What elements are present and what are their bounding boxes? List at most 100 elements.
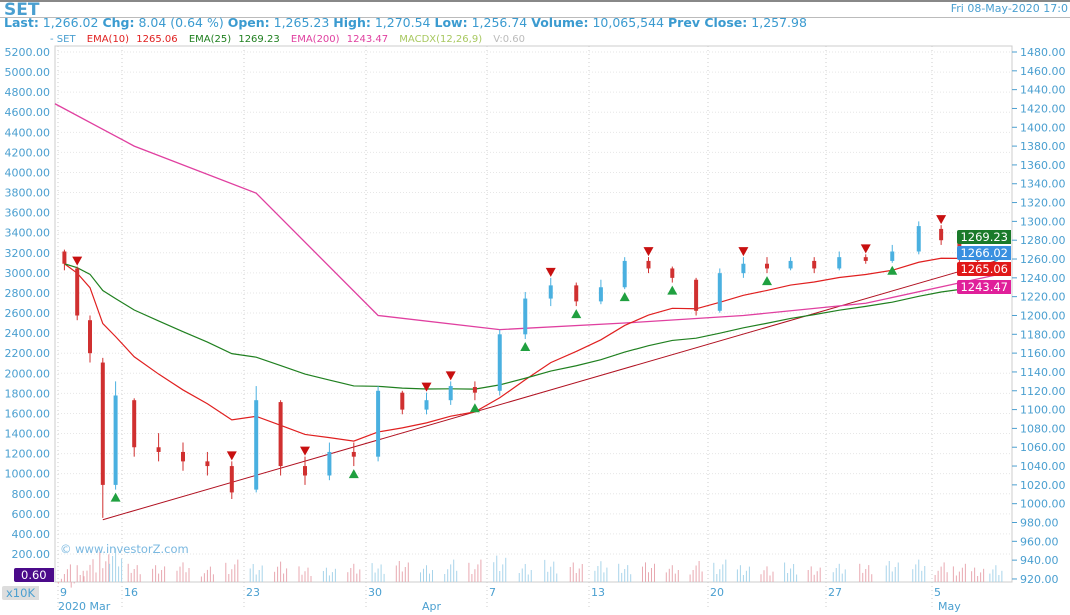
candle	[765, 257, 769, 274]
ema10-price-tag: 1265.06	[957, 262, 1011, 276]
right-axis-label: 1020.00	[1020, 479, 1066, 492]
candle-body	[100, 362, 105, 485]
right-axis-label: 1380.00	[1020, 140, 1066, 153]
candle	[156, 433, 161, 462]
info-value: 1,257.98	[747, 15, 807, 30]
candle	[916, 221, 921, 255]
candle-body	[303, 466, 307, 476]
candle-body	[351, 451, 356, 457]
info-value: 1,270.54	[370, 15, 435, 30]
candle	[278, 400, 283, 476]
candle	[523, 291, 528, 340]
info-label: Last:	[4, 15, 39, 30]
left-axis-label: 4200.00	[5, 146, 51, 159]
right-axis-label: 1260.00	[1020, 253, 1066, 266]
left-axis-label: 200.00	[12, 548, 51, 561]
info-label: Prev Close:	[668, 15, 748, 30]
candle	[62, 249, 67, 271]
candle-body	[916, 226, 921, 252]
x-month-label: 2020 Mar	[58, 600, 111, 613]
candle	[622, 257, 627, 290]
info-label: Open:	[227, 15, 270, 30]
right-axis-label: 940.00	[1020, 554, 1059, 567]
right-axis-label: 1320.00	[1020, 197, 1066, 210]
left-axis-label: 1800.00	[5, 387, 51, 400]
right-axis-label: 1200.00	[1020, 309, 1066, 322]
candle-body	[890, 251, 895, 261]
buy-signal-icon	[469, 403, 480, 413]
right-axis-label: 1420.00	[1020, 102, 1066, 115]
x-axis-label: 5	[934, 586, 941, 599]
right-axis-label: 1080.00	[1020, 422, 1066, 435]
candle	[181, 442, 185, 471]
buy-signal-icon	[110, 492, 121, 502]
candle	[812, 257, 817, 274]
sell-signal-icon	[445, 371, 456, 381]
candle	[717, 268, 722, 313]
buy-signal-icon	[571, 309, 582, 319]
right-axis-label: 1240.00	[1020, 272, 1066, 285]
left-axis-label: 3600.00	[5, 207, 51, 220]
left-axis-label: 2000.00	[5, 367, 51, 380]
legend-ema200-value: 1243.47	[346, 34, 389, 45]
info-label: Volume:	[531, 15, 589, 30]
candle-body	[472, 387, 477, 393]
sell-signal-icon	[300, 446, 310, 456]
left-axis-label: 3400.00	[5, 227, 51, 240]
buy-signal-icon	[762, 276, 772, 286]
info-value: 10,065,544	[588, 15, 669, 30]
left-axis-label: 2400.00	[5, 327, 51, 340]
candle	[837, 251, 842, 271]
candle-body	[523, 298, 528, 335]
x-axis-label: 27	[828, 586, 842, 599]
candle-body	[229, 466, 234, 493]
right-axis-label: 1440.00	[1020, 84, 1066, 97]
left-axis-label: 800.00	[12, 488, 51, 501]
left-axis-label: 5000.00	[5, 66, 51, 79]
candle-body	[863, 257, 868, 261]
left-axis-label: 2800.00	[5, 287, 51, 300]
buy-signal-icon	[887, 265, 898, 275]
candle-body	[400, 392, 405, 410]
candle-body	[622, 260, 627, 288]
candle-body	[598, 287, 603, 302]
right-axis-label: 1460.00	[1020, 65, 1066, 78]
info-label: Chg:	[102, 15, 135, 30]
legend-ema25: EMA(25)	[188, 34, 232, 45]
candle-body	[113, 395, 118, 485]
right-axis-label: 1280.00	[1020, 234, 1066, 247]
candle-body	[670, 268, 675, 278]
left-axis-label: 4800.00	[5, 86, 51, 99]
candle	[351, 442, 356, 467]
candle	[497, 329, 502, 396]
candle-body	[132, 400, 137, 448]
candle	[741, 257, 746, 278]
candle-body	[497, 334, 502, 391]
left-axis-label: 1000.00	[5, 468, 51, 481]
sell-signal-icon	[421, 382, 432, 392]
x-axis-label: 30	[368, 586, 382, 599]
quote-info: Last: 1,266.02 Chg: 8.04 (0.64 %) Open: …	[4, 15, 807, 30]
right-axis-label: 1060.00	[1020, 441, 1066, 454]
ema200-price-tag: 1243.47	[957, 280, 1011, 294]
candle	[254, 386, 259, 493]
candle	[205, 451, 210, 476]
sell-signal-icon	[936, 215, 947, 225]
ema25-price-tag: 1269.23	[957, 230, 1011, 244]
x-axis-label: 13	[591, 586, 605, 599]
ema10-line	[64, 257, 996, 442]
info-value: 8.04 (0.64 %)	[134, 15, 228, 30]
left-axis-label: 1600.00	[5, 407, 51, 420]
left-axis-label: 3000.00	[5, 267, 51, 280]
sell-signal-icon	[72, 256, 83, 266]
right-axis-label: 1360.00	[1020, 159, 1066, 172]
right-axis-label: 1100.00	[1020, 404, 1066, 417]
candle-body	[574, 285, 579, 302]
candle-body	[548, 285, 553, 299]
volume-value-tag: 0.60	[14, 568, 54, 582]
candle	[229, 461, 234, 500]
legend-macd: MACDX(12,26,9)	[399, 34, 483, 45]
candle	[75, 266, 80, 321]
plot-frame	[54, 45, 1013, 583]
